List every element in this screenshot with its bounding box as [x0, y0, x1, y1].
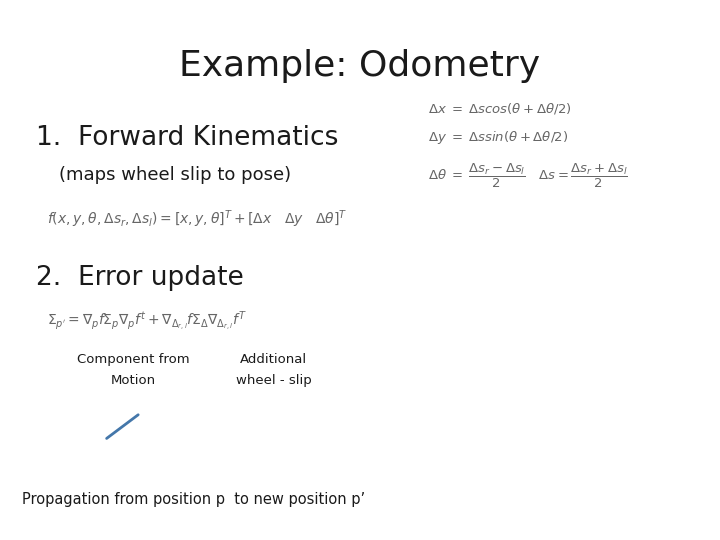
Text: (maps wheel slip to pose): (maps wheel slip to pose): [36, 166, 291, 185]
Text: $\Sigma_{p'} = \nabla_p f \Sigma_p \nabla_p f^t + \nabla_{\Delta_{r,l}} f \Sigma: $\Sigma_{p'} = \nabla_p f \Sigma_p \nabl…: [47, 309, 247, 333]
Text: $\Delta\theta \;=\; \dfrac{\Delta s_r - \Delta s_l}{2} \quad \Delta s = \dfrac{\: $\Delta\theta \;=\; \dfrac{\Delta s_r - …: [428, 161, 629, 190]
Text: Component from: Component from: [77, 353, 189, 366]
Text: 1.  Forward Kinematics: 1. Forward Kinematics: [36, 125, 338, 151]
Text: Additional: Additional: [240, 353, 307, 366]
Text: wheel - slip: wheel - slip: [235, 374, 312, 387]
Text: Motion: Motion: [111, 374, 156, 387]
Text: Example: Odometry: Example: Odometry: [179, 49, 541, 83]
Text: $f(x, y, \theta, \Delta s_r, \Delta s_l) = [x, y, \theta]^T + [\Delta x \quad \D: $f(x, y, \theta, \Delta s_r, \Delta s_l)…: [47, 208, 347, 230]
Text: 2.  Error update: 2. Error update: [36, 265, 244, 291]
Text: Propagation from position p  to new position p’: Propagation from position p to new posit…: [22, 492, 365, 507]
Text: $\Delta y \;=\; \Delta s sin(\theta + \Delta\theta/2)$: $\Delta y \;=\; \Delta s sin(\theta + \D…: [428, 129, 569, 146]
Text: $\Delta x \;=\; \Delta s cos(\theta + \Delta\theta/2)$: $\Delta x \;=\; \Delta s cos(\theta + \D…: [428, 100, 572, 116]
